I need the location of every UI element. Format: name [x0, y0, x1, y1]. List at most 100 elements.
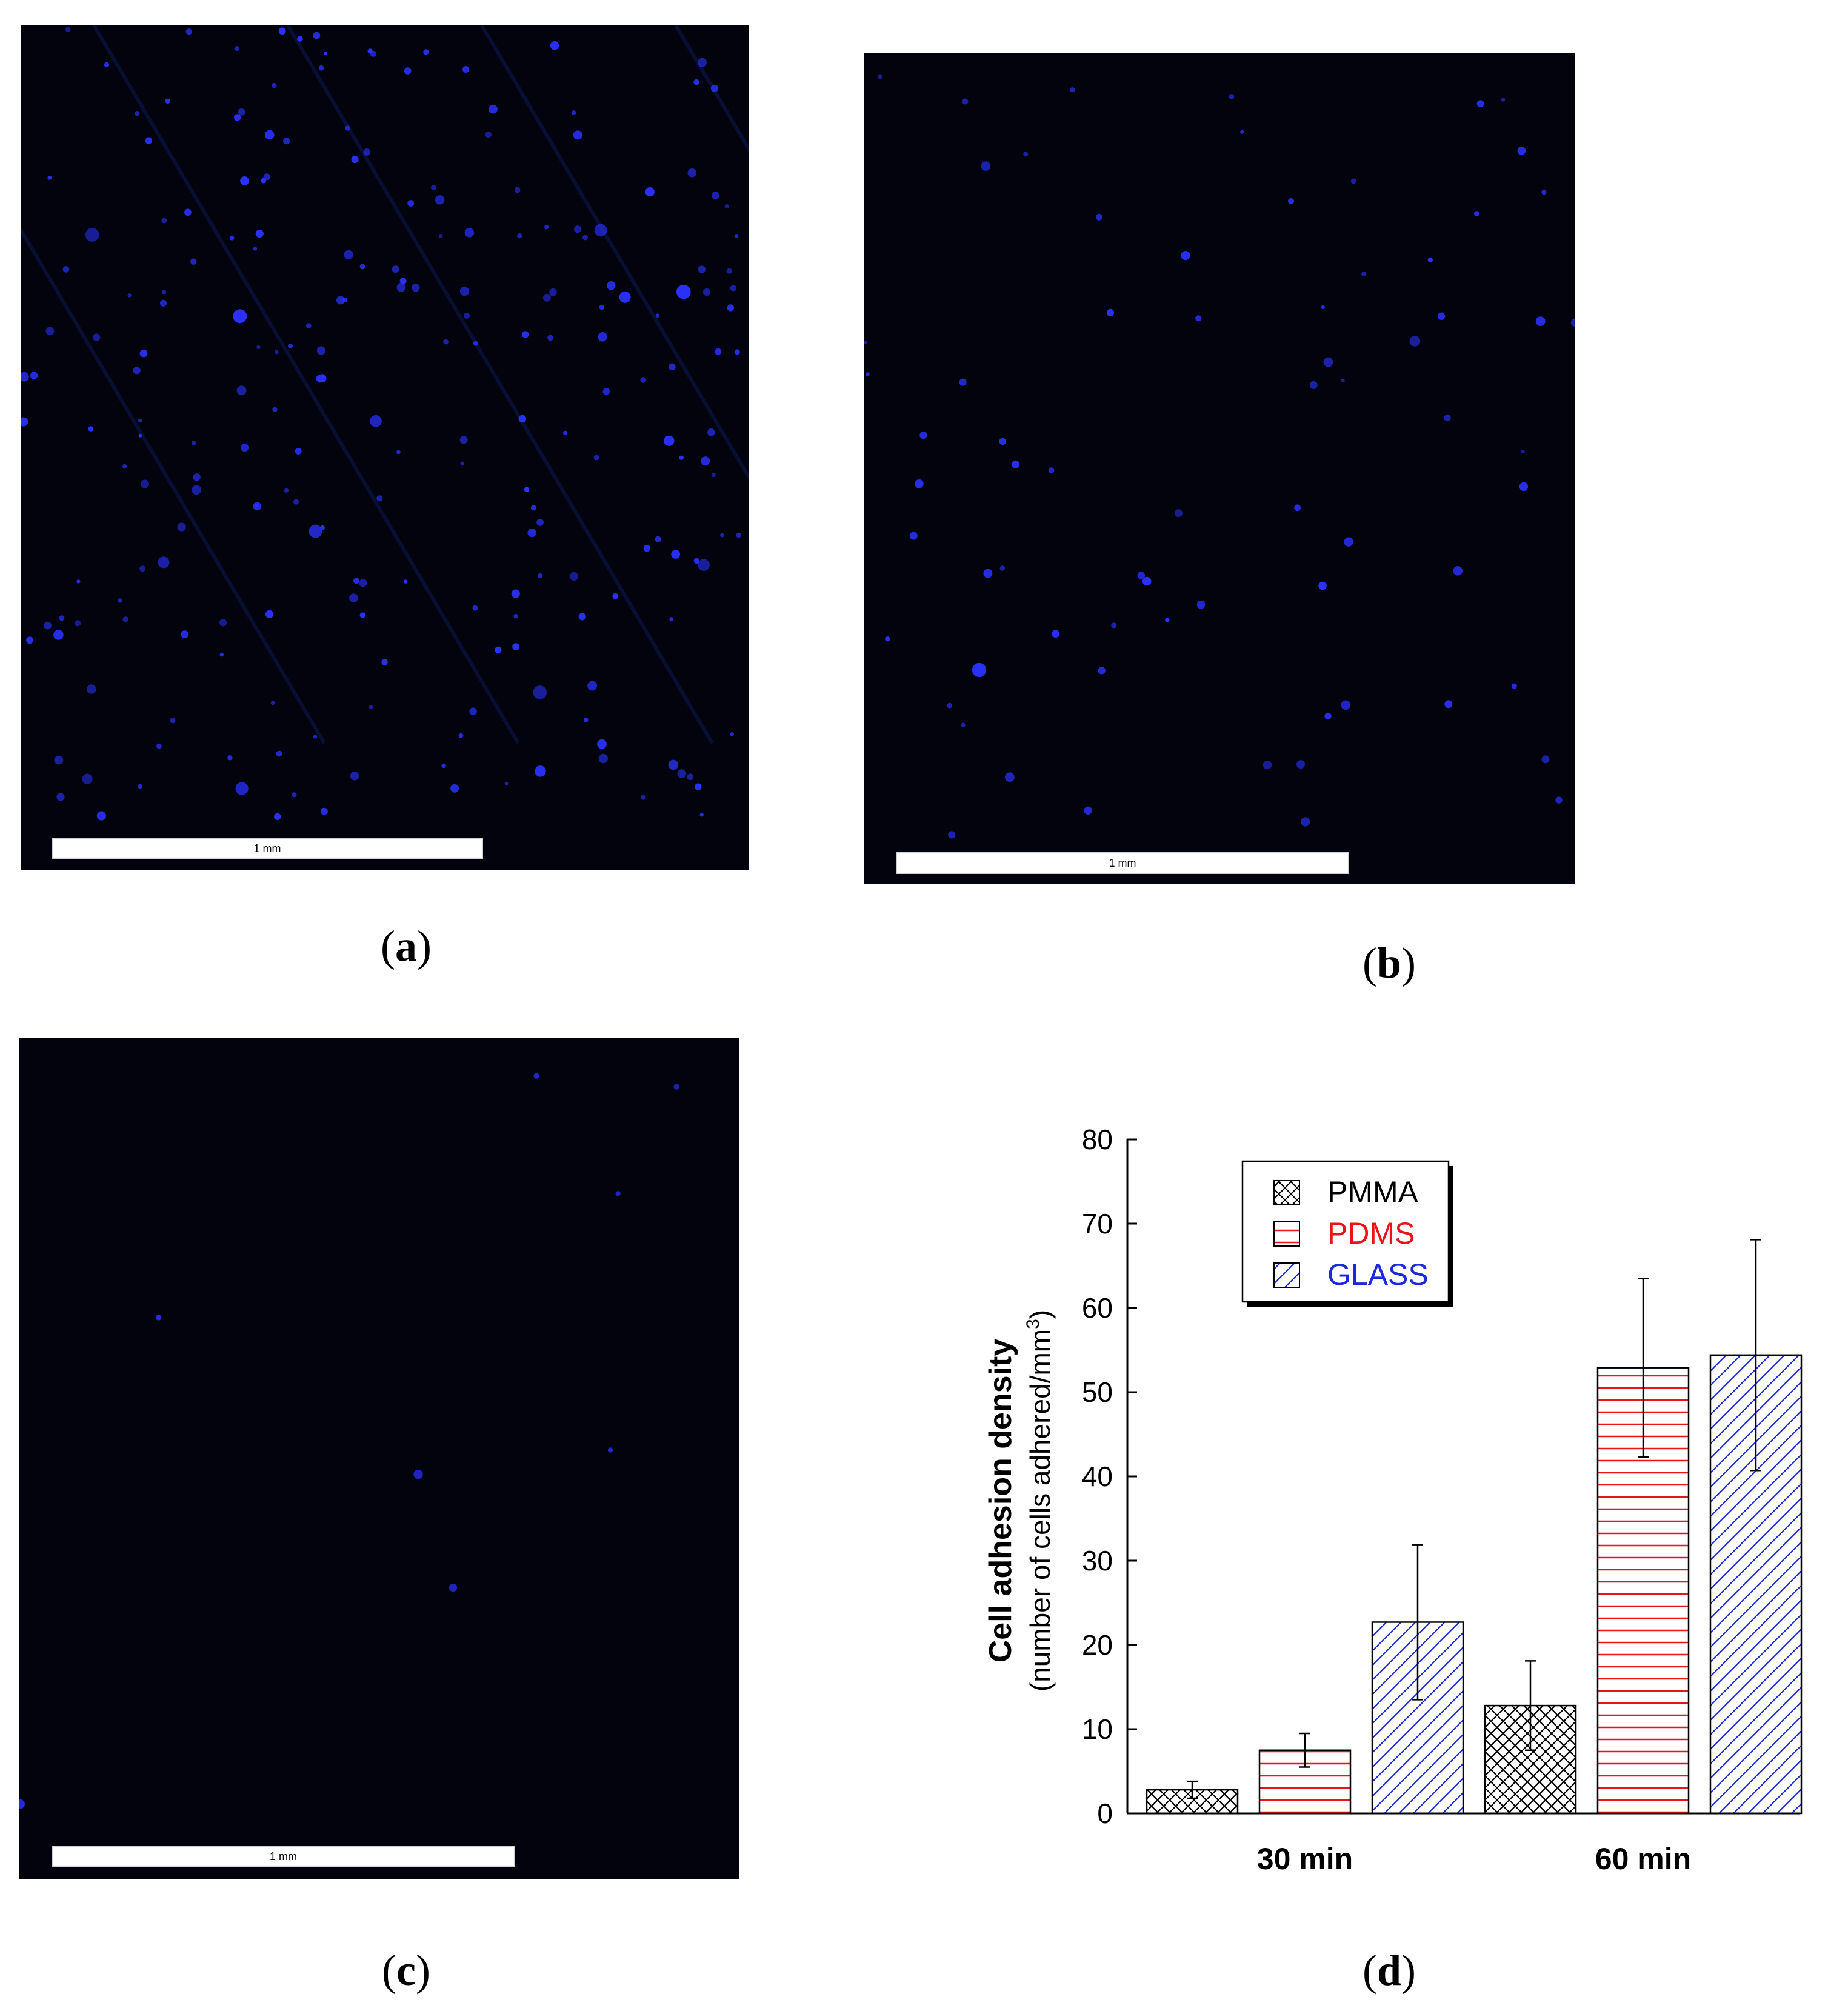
cell-nucleus — [668, 759, 679, 770]
cell-nucleus — [712, 192, 719, 199]
cell-nucleus — [158, 556, 170, 569]
cell-nucleus — [270, 701, 275, 705]
cell-nucleus — [959, 378, 967, 386]
cell-nucleus — [274, 813, 281, 821]
cell-nucleus — [349, 593, 358, 602]
cell-nucleus — [583, 718, 589, 722]
panel-label-c: (c) — [382, 1946, 430, 1995]
cell-nucleus — [550, 41, 559, 50]
cell-nucleus — [538, 573, 543, 579]
cell-nucleus — [734, 234, 739, 238]
cell-nucleus — [184, 208, 192, 216]
cell-nucleus — [999, 565, 1005, 571]
cell-nucleus — [535, 765, 546, 777]
y-tick-label: 10 — [1082, 1713, 1113, 1745]
cell-nucleus — [599, 304, 605, 310]
cell-nucleus — [1541, 755, 1550, 764]
cell-nucleus — [192, 485, 202, 495]
cell-nucleus — [1288, 198, 1295, 205]
cell-nucleus — [370, 415, 382, 427]
cell-nucleus — [235, 782, 249, 795]
cell-nucleus — [53, 630, 64, 640]
cell-nucleus — [344, 250, 353, 259]
cell-nucleus — [423, 49, 429, 55]
cell-nucleus — [345, 125, 350, 131]
cell-nucleus — [511, 589, 520, 598]
cell-nucleus — [309, 524, 322, 538]
cell-nucleus — [1175, 509, 1183, 518]
cell-nucleus — [139, 565, 146, 572]
cell-nucleus — [238, 108, 245, 116]
cell-nucleus — [961, 722, 966, 727]
cell-nucleus — [170, 718, 176, 724]
panel-label-b: (b) — [1362, 939, 1416, 987]
legend-label: GLASS — [1327, 1258, 1429, 1292]
cell-nucleus — [305, 323, 312, 328]
cell-nucleus — [485, 131, 492, 138]
cell-nucleus — [359, 612, 365, 618]
cell-nucleus — [87, 684, 96, 694]
cell-nucleus — [145, 137, 153, 144]
cell-nucleus — [318, 374, 327, 383]
cell-nucleus — [185, 28, 192, 35]
cell-nucleus — [687, 168, 697, 178]
cell-nucleus — [1344, 537, 1353, 547]
cell-nucleus — [1535, 316, 1546, 326]
cell-nucleus — [350, 772, 359, 781]
cell-nucleus — [1195, 315, 1202, 322]
cell-nucleus — [602, 388, 610, 395]
cell-nucleus — [351, 156, 359, 164]
cell-nucleus — [62, 266, 70, 273]
cell-nucleus — [1106, 308, 1115, 316]
micrograph-a-cells — [21, 25, 749, 821]
cell-nucleus — [522, 331, 529, 338]
cell-nucleus — [297, 36, 303, 42]
y-tick-label: 80 — [1082, 1124, 1113, 1155]
cell-nucleus — [138, 784, 142, 789]
cell-nucleus — [274, 350, 279, 355]
cell-nucleus — [138, 418, 142, 423]
x-category-label: 60 min — [1595, 1842, 1691, 1876]
cell-nucleus — [460, 461, 465, 466]
cell-nucleus — [413, 1469, 423, 1479]
cell-nucleus — [736, 532, 741, 538]
panel-label-d: (d) — [1362, 1946, 1416, 1995]
cell-nucleus — [1350, 178, 1356, 184]
cell-nucleus — [376, 495, 383, 502]
cell-nucleus — [866, 372, 870, 376]
cell-nucleus — [983, 569, 993, 578]
cell-nucleus — [464, 228, 475, 238]
cell-nucleus — [1098, 667, 1106, 675]
cell-nucleus — [464, 312, 470, 319]
cell-nucleus — [1541, 189, 1547, 195]
cell-nucleus — [85, 228, 99, 242]
cell-nucleus — [316, 346, 326, 355]
micrograph-c: 1 mm — [19, 1038, 739, 1879]
cell-nucleus — [161, 290, 167, 295]
cell-nucleus — [727, 304, 735, 312]
cell-nucleus — [702, 288, 710, 296]
cell-nucleus — [227, 755, 233, 761]
cell-nucleus — [369, 705, 373, 709]
cell-nucleus — [1165, 618, 1170, 622]
cell-nucleus — [320, 525, 325, 530]
y-tick-label: 20 — [1082, 1629, 1113, 1661]
cell-nucleus — [138, 433, 142, 438]
y-tick-label: 30 — [1082, 1545, 1113, 1576]
cell-nucleus — [698, 265, 706, 273]
cell-nucleus — [962, 98, 969, 105]
cell-nucleus — [607, 281, 616, 290]
cell-nucleus — [1181, 251, 1190, 261]
cell-nucleus — [1427, 257, 1433, 262]
cell-nucleus — [593, 455, 599, 461]
cell-nucleus — [1096, 213, 1103, 221]
cell-nucleus — [1324, 712, 1332, 720]
cell-nucleus — [947, 702, 952, 709]
cell-nucleus — [512, 643, 519, 651]
cell-nucleus — [607, 1447, 613, 1453]
cell-nucleus — [26, 636, 33, 644]
substrate-stripe — [480, 25, 749, 481]
cell-nucleus — [669, 363, 676, 371]
cell-nucleus — [673, 1084, 680, 1090]
cell-nucleus — [313, 735, 318, 739]
